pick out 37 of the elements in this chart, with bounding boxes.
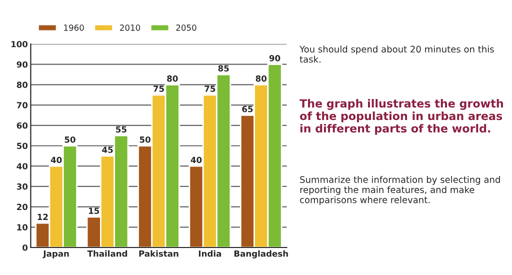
data-label: 80 <box>167 75 178 82</box>
legend-label: 2050 <box>176 24 196 31</box>
y-tick-label: 10 <box>17 224 28 230</box>
y-tick-label: 70 <box>16 102 28 108</box>
y-tick-label: 30 <box>16 183 28 190</box>
x-tick-label: Japan <box>42 250 69 258</box>
data-label: 15 <box>89 208 100 214</box>
legend-label: 1960 <box>64 24 84 31</box>
legend-label: 2010 <box>120 24 140 31</box>
data-label: 40 <box>190 156 202 164</box>
data-label: 50 <box>140 136 150 143</box>
text: Summarize the information by selecting and reporting the main features, and make comparisons where relevant. <box>300 176 500 205</box>
x-tick-label: Bangladesh <box>234 250 288 258</box>
data-label: 85 <box>218 65 229 72</box>
data-label: 45 <box>102 146 113 153</box>
y-tick-label: 40 <box>16 163 28 170</box>
data-label: 55 <box>116 126 126 133</box>
y-tick-label: 20 <box>17 204 28 210</box>
y-tick-label: 0 <box>22 244 28 251</box>
data-label: 50 <box>64 136 76 143</box>
y-tick-label: 80 <box>16 82 28 88</box>
y-tick-label: 90 <box>16 61 28 68</box>
data-label: 80 <box>256 75 267 82</box>
data-label: 12 <box>38 214 48 220</box>
x-tick-label: Pakistan <box>139 250 178 257</box>
y-tick-label: 50 <box>16 142 28 150</box>
x-tick-label: Thailand <box>87 250 128 257</box>
data-label: 75 <box>153 86 164 92</box>
y-tick-label: 100 <box>11 40 28 48</box>
x-tick-label: India <box>198 250 222 257</box>
text: You should spend about 20 minutes on this task. <box>300 46 494 63</box>
data-label: 75 <box>204 86 216 92</box>
y-tick-label: 60 <box>16 122 28 129</box>
text: The graph illustrates the growth of the population in urban areas in different parts of the world. <box>300 99 503 135</box>
data-label: 40 <box>50 156 62 164</box>
data-label: 90 <box>269 55 280 62</box>
data-label: 65 <box>242 106 253 112</box>
